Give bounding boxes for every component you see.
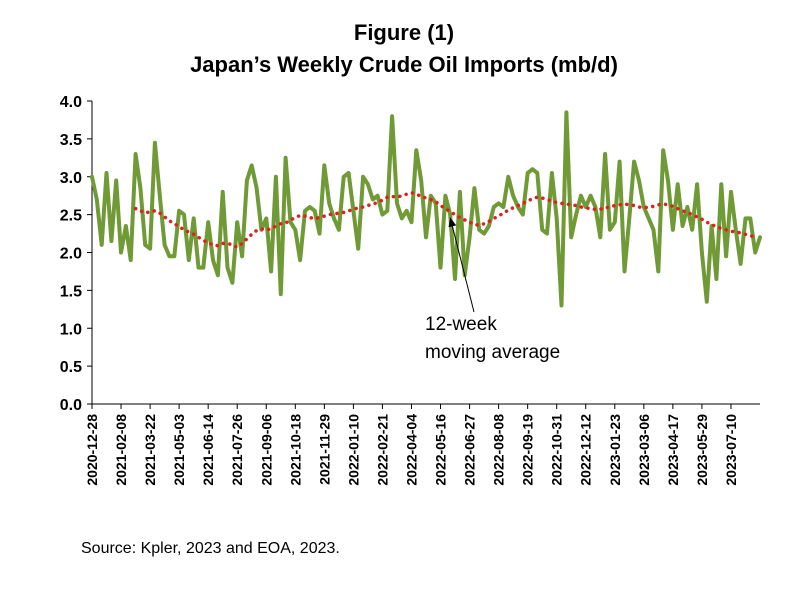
x-tick-label: 2023-05-29 xyxy=(694,414,710,486)
chart-title: Japan’s Weekly Crude Oil Imports (mb/d) xyxy=(190,52,618,77)
x-tick-label: 2022-12-12 xyxy=(578,414,594,486)
series-group xyxy=(90,110,762,308)
y-tick-label: 0.0 xyxy=(60,397,82,414)
x-tick-label: 2022-04-04 xyxy=(403,414,419,486)
y-tick-label: 2.0 xyxy=(60,246,82,263)
annotation-group: 12-week moving average xyxy=(425,217,560,363)
x-tick-label: 2022-06-27 xyxy=(462,414,478,486)
x-tick-label: 2021-03-22 xyxy=(142,414,158,486)
x-tick-label: 2020-12-28 xyxy=(84,414,100,486)
x-tick-label: 2021-10-18 xyxy=(287,414,303,486)
x-tick-label: 2022-10-31 xyxy=(549,414,565,486)
series-weekly-imports-line xyxy=(90,110,762,308)
x-tick-label: 2022-05-16 xyxy=(433,414,449,486)
x-tick-label: 2023-07-10 xyxy=(723,414,739,486)
x-tick-label: 2022-01-10 xyxy=(345,414,361,486)
x-tick-label: 2022-02-21 xyxy=(374,414,390,486)
chart-axes xyxy=(87,100,760,409)
series-moving-average-line xyxy=(133,190,757,249)
x-tick-labels: 2020-12-28 2021-02-08 2021-03-22 2021-05-03… xyxy=(84,414,739,486)
x-tick-label: 2022-09-19 xyxy=(520,414,536,486)
y-tick-label: 3.0 xyxy=(60,170,82,187)
annotation-arrowhead xyxy=(448,217,457,228)
x-tick-label: 2023-01-23 xyxy=(607,414,623,486)
x-tick-label: 2023-03-06 xyxy=(636,414,652,486)
x-tick-label: 2023-04-17 xyxy=(665,414,681,486)
x-tick-label: 2021-09-06 xyxy=(258,414,274,486)
y-tick-label: 2.5 xyxy=(60,208,82,225)
y-tick-label: 3.5 xyxy=(60,132,82,149)
x-tick-label: 2021-07-26 xyxy=(229,414,245,486)
y-tick-label: 4.0 xyxy=(60,94,82,111)
annotation-arrow xyxy=(449,217,475,313)
x-tick-label: 2021-05-03 xyxy=(171,414,187,486)
y-tick-label: 1.0 xyxy=(60,321,82,338)
y-tick-labels: 0.0 0.5 1.0 1.5 2.0 2.5 3.0 3.5 4.0 xyxy=(60,94,82,414)
annotation-label: moving average xyxy=(425,342,560,363)
x-tick-label: 2022-08-08 xyxy=(491,414,507,486)
figure-title: Figure (1) xyxy=(353,20,455,45)
y-tick-label: 0.5 xyxy=(60,359,82,376)
annotation-label: 12-week xyxy=(425,314,497,335)
x-tick-label: 2021-06-14 xyxy=(200,414,216,486)
source-note: Source: Kpler, 2023 and EOA, 2023. xyxy=(81,540,340,557)
y-tick-label: 1.5 xyxy=(60,283,82,300)
x-tick-label: 2021-02-08 xyxy=(113,414,129,486)
x-tick-label: 2021-11-29 xyxy=(316,414,332,485)
